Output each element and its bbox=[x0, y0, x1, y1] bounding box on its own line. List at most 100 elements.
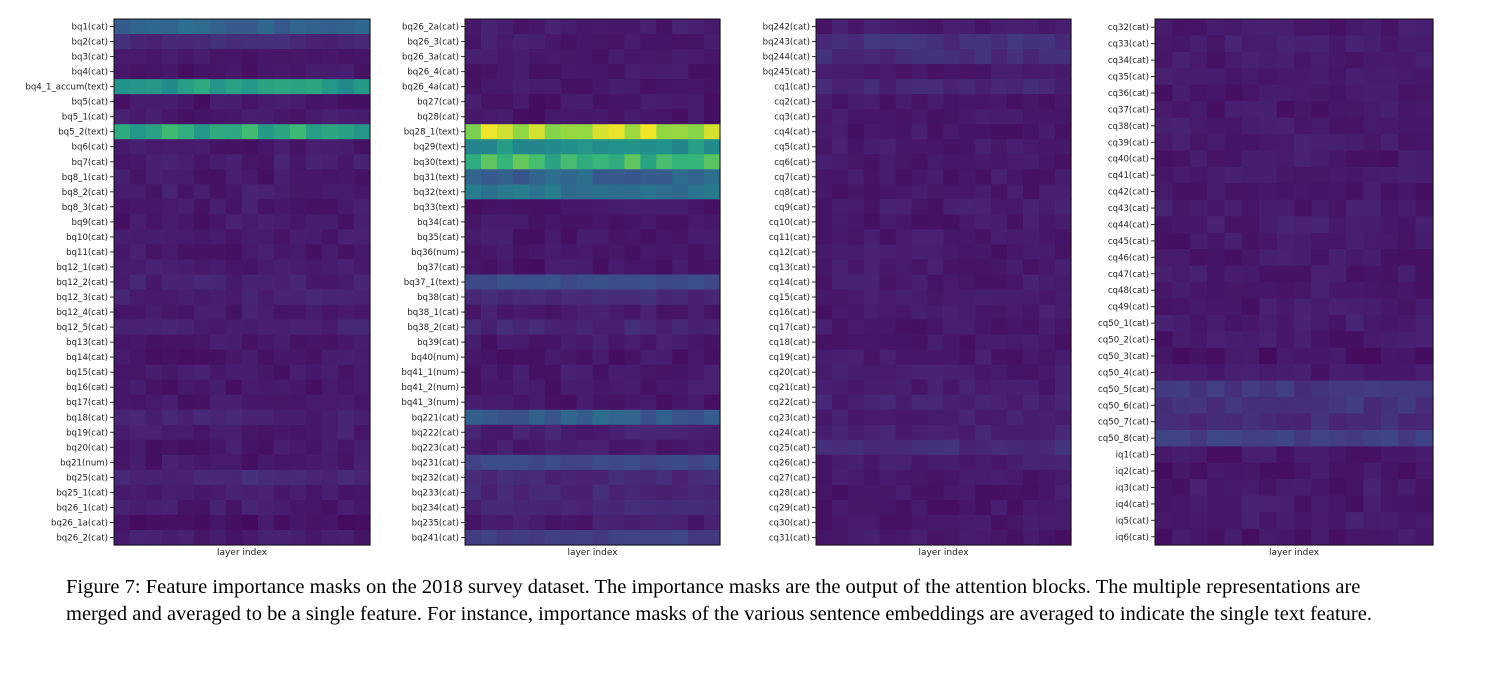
heatmap-cell bbox=[1416, 479, 1434, 496]
heatmap-cell bbox=[608, 244, 625, 260]
heatmap-cell bbox=[322, 124, 339, 140]
heatmap-cell bbox=[545, 290, 562, 306]
heatmap-cell bbox=[1277, 512, 1295, 529]
heatmap-cell bbox=[146, 305, 163, 321]
heatmap-cell bbox=[640, 425, 657, 441]
heatmap-cell bbox=[146, 455, 163, 471]
heatmap-cell bbox=[1259, 68, 1277, 85]
heatmap-cell bbox=[1039, 274, 1056, 290]
heatmap-cell bbox=[832, 335, 849, 351]
row-label: bq34(cat) bbox=[417, 218, 459, 228]
heatmap-row bbox=[1155, 216, 1434, 233]
row-label: cq50_3(cat) bbox=[1098, 352, 1149, 362]
heatmap-cell bbox=[864, 169, 881, 185]
heatmap-cell bbox=[944, 395, 961, 411]
heatmap-cell bbox=[928, 94, 945, 110]
heatmap-cell bbox=[1155, 151, 1173, 168]
heatmap-cell bbox=[242, 530, 259, 546]
heatmap-cell bbox=[1364, 19, 1382, 36]
heatmap-cell bbox=[1023, 305, 1040, 321]
heatmap-cell bbox=[1172, 282, 1190, 299]
heatmap-cell bbox=[593, 64, 610, 80]
heatmap-cell bbox=[959, 380, 976, 396]
heatmap-cell bbox=[481, 94, 498, 110]
heatmap-cell bbox=[306, 530, 323, 546]
heatmap-cell bbox=[481, 470, 498, 486]
row-label: bq242(cat) bbox=[763, 23, 810, 33]
heatmap-cell bbox=[561, 64, 578, 80]
heatmap-cell bbox=[210, 94, 227, 110]
heatmap-cell bbox=[704, 109, 721, 125]
heatmap-cell bbox=[1007, 34, 1024, 50]
heatmap-cell bbox=[1190, 381, 1208, 398]
heatmap-cell bbox=[306, 19, 323, 35]
heatmap-cell bbox=[1398, 118, 1416, 135]
heatmap-cell bbox=[975, 184, 992, 200]
heatmap-cell bbox=[1242, 479, 1260, 496]
row-label: bq38_2(cat) bbox=[407, 323, 459, 333]
heatmap-cell bbox=[561, 109, 578, 125]
heatmap-cell bbox=[944, 274, 961, 290]
heatmap-cell bbox=[624, 395, 641, 411]
heatmap-cell bbox=[640, 350, 657, 366]
heatmap-cell bbox=[1381, 348, 1399, 365]
heatmap-cell bbox=[656, 274, 673, 290]
heatmap-cell bbox=[1416, 414, 1434, 431]
heatmap-cell bbox=[465, 199, 482, 215]
heatmap-cell bbox=[959, 154, 976, 170]
heatmap-cell bbox=[816, 124, 833, 140]
heatmap-row bbox=[816, 380, 1072, 396]
heatmap-cell bbox=[1190, 167, 1208, 184]
row-label: cq11(cat) bbox=[769, 233, 810, 243]
heatmap-cell bbox=[608, 169, 625, 185]
heatmap-cell bbox=[1055, 169, 1072, 185]
heatmap-cell bbox=[704, 470, 721, 486]
heatmap-panel-3: bq242(cat)bq243(cat)bq244(cat)bq245(cat)… bbox=[763, 19, 1072, 558]
heatmap-cell bbox=[130, 139, 147, 155]
heatmap-cell bbox=[561, 214, 578, 230]
row-label: cq17(cat) bbox=[769, 323, 810, 333]
heatmap-cell bbox=[1055, 365, 1072, 381]
heatmap-cell bbox=[1329, 85, 1347, 102]
heatmap-cell bbox=[497, 395, 514, 411]
heatmap-cell bbox=[944, 410, 961, 426]
row-label: bq26_4a(cat) bbox=[402, 83, 459, 93]
heatmap-cell bbox=[561, 500, 578, 516]
heatmap-cell bbox=[322, 380, 339, 396]
heatmap-cell bbox=[194, 515, 211, 531]
heatmap-cell bbox=[162, 425, 179, 441]
heatmap-cell bbox=[896, 470, 913, 486]
heatmap-cell bbox=[306, 169, 323, 185]
heatmap-cell bbox=[1207, 529, 1225, 546]
heatmap-cell bbox=[1007, 395, 1024, 411]
heatmap-cell bbox=[258, 154, 275, 170]
heatmap-cell bbox=[242, 350, 259, 366]
heatmap-cell bbox=[1416, 381, 1434, 398]
heatmap-cell bbox=[306, 500, 323, 516]
heatmap-cell bbox=[832, 530, 849, 546]
row-label: bq37(cat) bbox=[417, 263, 459, 273]
heatmap-cell bbox=[1329, 183, 1347, 200]
heatmap-cell bbox=[959, 259, 976, 275]
heatmap-cell bbox=[1055, 94, 1072, 110]
heatmap-cell bbox=[1039, 229, 1056, 245]
heatmap-cell bbox=[1294, 35, 1312, 52]
row-label: bq26_1(cat) bbox=[56, 503, 108, 513]
heatmap-cell bbox=[640, 380, 657, 396]
heatmap-cell bbox=[1346, 68, 1364, 85]
heatmap-cell bbox=[1259, 529, 1277, 546]
heatmap-cell bbox=[162, 305, 179, 321]
heatmap-row bbox=[816, 79, 1072, 95]
heatmap-cell bbox=[354, 184, 371, 200]
heatmap-row bbox=[465, 79, 721, 95]
heatmap-cell bbox=[975, 395, 992, 411]
heatmap-cell bbox=[1277, 430, 1295, 447]
heatmap-cell bbox=[688, 94, 705, 110]
heatmap-row bbox=[816, 34, 1072, 50]
heatmap-cell bbox=[1364, 348, 1382, 365]
heatmap-row bbox=[465, 365, 721, 381]
heatmap-cell bbox=[178, 380, 195, 396]
heatmap-cell bbox=[1346, 19, 1364, 36]
heatmap-cell bbox=[130, 470, 147, 486]
heatmap-row bbox=[816, 515, 1072, 531]
